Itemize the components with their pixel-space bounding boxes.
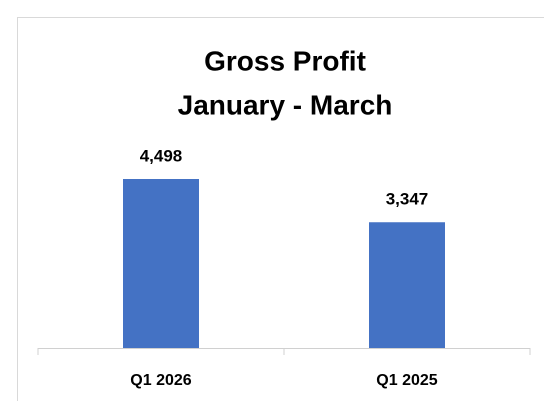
chart-border bbox=[17, 17, 544, 401]
value-label: 4,498 bbox=[140, 146, 183, 165]
value-label: 3,347 bbox=[386, 190, 429, 209]
bar bbox=[123, 179, 199, 348]
x-tick-label: Q1 2025 bbox=[376, 372, 437, 389]
bar bbox=[369, 222, 445, 348]
x-tick-label: Q1 2026 bbox=[130, 372, 191, 389]
chart-subtitle: January - March bbox=[178, 89, 393, 120]
chart-title: Gross Profit bbox=[204, 45, 366, 76]
